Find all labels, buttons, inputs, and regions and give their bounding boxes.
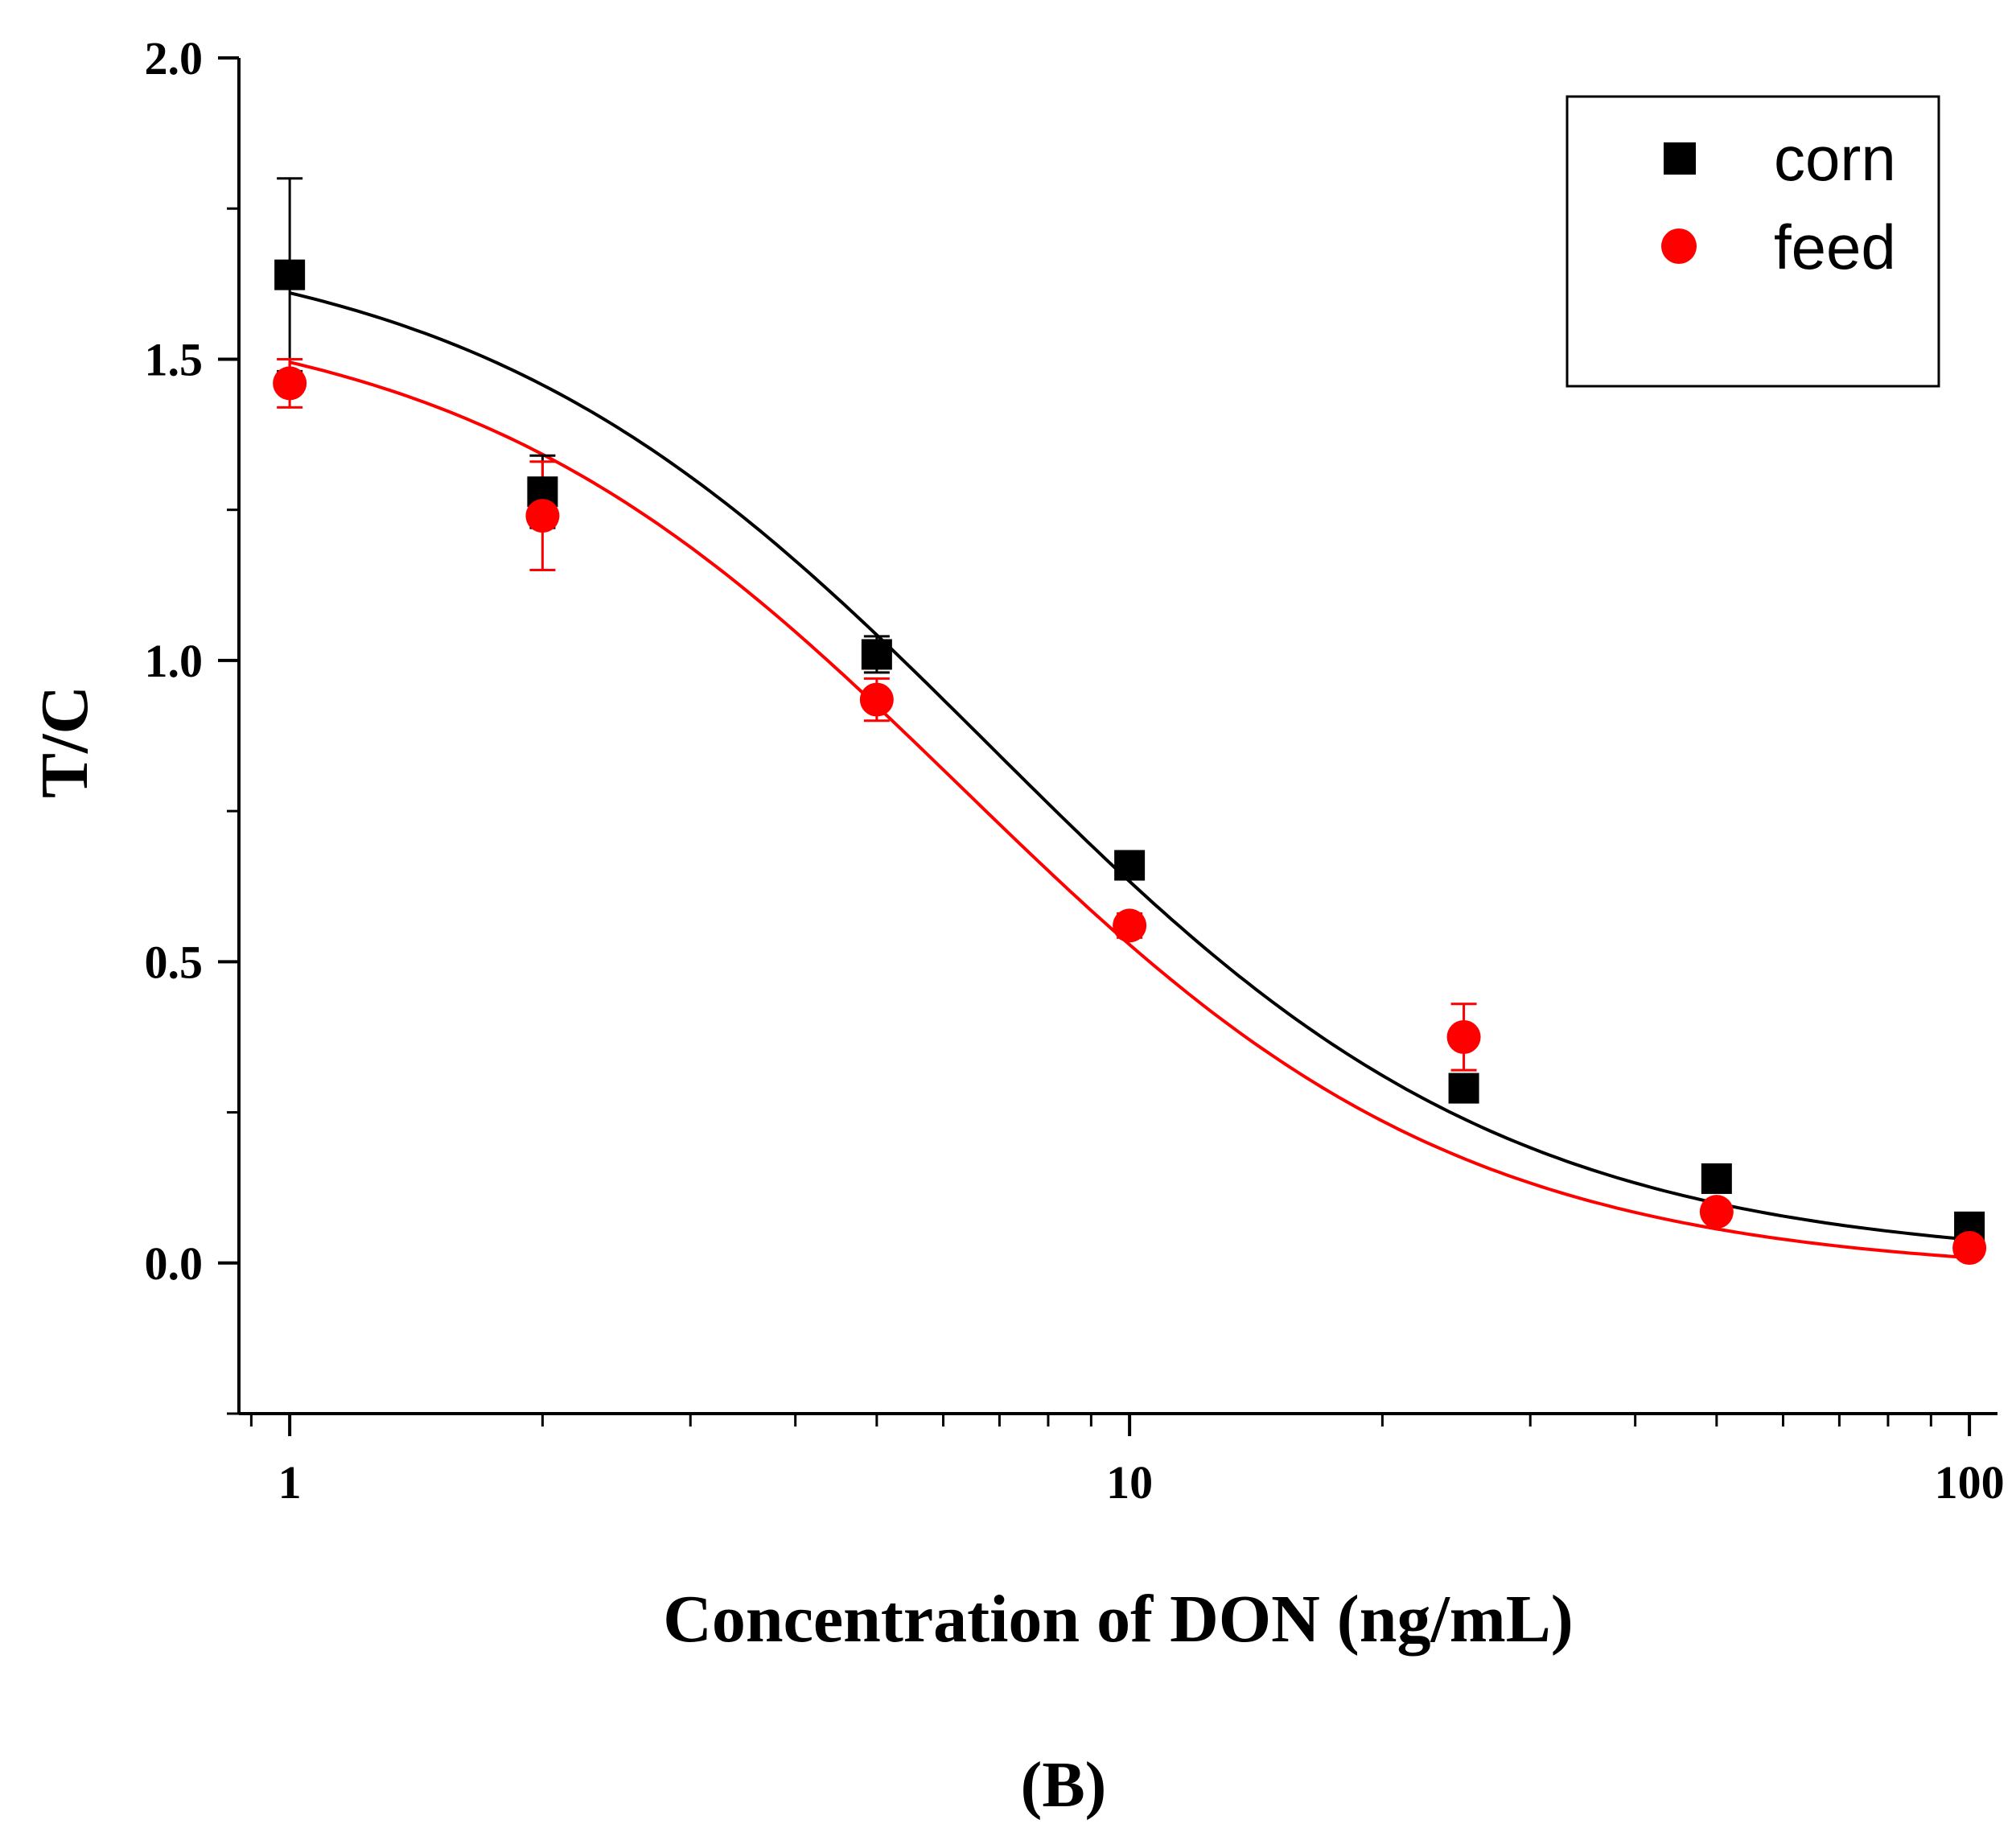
point-feed	[1446, 1019, 1481, 1054]
legend: corn feed	[1565, 95, 1940, 388]
legend-marker-corn	[1664, 142, 1696, 175]
fit-curve-feed	[289, 360, 1970, 1260]
y-tick-label: 1.0	[145, 635, 204, 687]
x-tick-label: 100	[1935, 1456, 2005, 1509]
y-tick-label: 0.5	[145, 936, 204, 988]
data-points	[273, 259, 1987, 1266]
point-feed	[1952, 1231, 1987, 1266]
fit-curves	[289, 291, 1970, 1260]
point-feed	[1699, 1195, 1734, 1229]
y-tick-label: 2.0	[145, 32, 204, 84]
x-tick-label: 1	[278, 1456, 302, 1509]
point-feed	[525, 499, 560, 533]
legend-box	[1565, 95, 1940, 388]
panel-label: (B)	[1021, 1750, 1107, 1821]
legend-label-corn: corn	[1774, 123, 1896, 194]
fit-curve-corn	[289, 291, 1970, 1241]
point-feed	[273, 366, 307, 401]
y-axis-title: T/C	[27, 685, 102, 798]
point-corn	[274, 259, 306, 290]
point-corn	[1114, 850, 1146, 881]
y-tick-label: 0.0	[145, 1237, 204, 1290]
point-feed	[1113, 908, 1147, 943]
point-feed	[859, 682, 894, 717]
point-corn	[1448, 1072, 1479, 1104]
legend-label-feed: feed	[1774, 212, 1896, 282]
point-corn	[1701, 1163, 1732, 1194]
axes: 0.0 0.5 1.0 1.5 2.0 1 10 100	[145, 32, 2005, 1509]
x-tick-label: 10	[1106, 1456, 1153, 1509]
y-tick-label: 1.5	[145, 333, 204, 385]
x-axis-title: Concentration of DON (ng/mL)	[663, 1582, 1574, 1657]
point-corn	[861, 639, 892, 670]
legend-marker-feed	[1661, 228, 1697, 264]
